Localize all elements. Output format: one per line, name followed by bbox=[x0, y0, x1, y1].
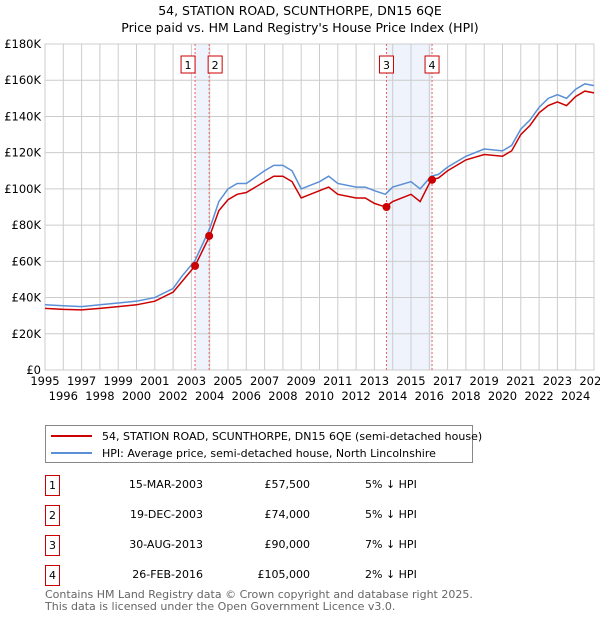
sale-label-box bbox=[180, 55, 196, 74]
x-tick-label: 1996 bbox=[49, 389, 78, 403]
sale-date: 30-AUG-2013 bbox=[129, 538, 203, 551]
y-tick-label: £20K bbox=[12, 327, 42, 341]
sale-number-badge: 3 bbox=[45, 535, 60, 556]
sale-hpi-diff: 2% ↓ HPI bbox=[365, 568, 417, 581]
sale-point bbox=[191, 261, 200, 270]
sale-price: £105,000 bbox=[257, 568, 311, 581]
x-tick-label: 2025 bbox=[579, 374, 600, 388]
sale-label-box bbox=[424, 55, 440, 74]
sale-point bbox=[205, 231, 214, 240]
y-tick-label: £160K bbox=[4, 73, 41, 87]
x-tick-label: 2023 bbox=[543, 374, 572, 388]
footer: Contains HM Land Registry data © Crown c… bbox=[45, 589, 473, 613]
sale-period-shade bbox=[195, 44, 210, 370]
y-tick-label: £0 bbox=[26, 363, 41, 377]
y-tick-label: £120K bbox=[4, 146, 41, 160]
plot-frame bbox=[44, 43, 595, 371]
x-tick-label: 2006 bbox=[232, 389, 261, 403]
sale-row: 3 30-AUG-2013 £90,000 7% ↓ HPI bbox=[45, 535, 545, 557]
sale-price: £90,000 bbox=[264, 538, 311, 551]
x-tick-label: 2015 bbox=[396, 374, 425, 388]
x-tick-label: 2003 bbox=[177, 374, 206, 388]
x-tick-label: 2018 bbox=[451, 389, 480, 403]
sale-date: 15-MAR-2003 bbox=[128, 478, 203, 491]
x-tick-label: 2019 bbox=[470, 374, 499, 388]
sale-row: 4 26-FEB-2016 £105,000 2% ↓ HPI bbox=[45, 565, 545, 587]
y-tick-label: £40K bbox=[12, 291, 42, 305]
x-tick-label: 2009 bbox=[287, 374, 316, 388]
x-tick-label: 2010 bbox=[305, 389, 334, 403]
x-tick-label: 2012 bbox=[341, 389, 370, 403]
y-tick-label: £80K bbox=[12, 218, 42, 232]
sale-price: £57,500 bbox=[264, 478, 311, 491]
x-tick-label: 1995 bbox=[30, 374, 59, 388]
sale-hpi-diff: 5% ↓ HPI bbox=[365, 508, 417, 521]
x-tick-label: 2004 bbox=[195, 389, 224, 403]
x-tick-label: 2000 bbox=[122, 389, 151, 403]
y-tick-label: £140K bbox=[4, 109, 41, 123]
x-tick-label: 2002 bbox=[158, 389, 187, 403]
sale-label: 1 bbox=[185, 59, 192, 72]
sale-label: 4 bbox=[429, 59, 436, 72]
red-line-swatch bbox=[51, 435, 92, 437]
sale-hpi-diff: 7% ↓ HPI bbox=[365, 538, 417, 551]
x-tick-label: 2020 bbox=[488, 389, 517, 403]
chart-plot: £0 £20K £40K £60K £80K £100K £120K £140K £160K £1… bbox=[4, 37, 600, 403]
x-tick-label: 2016 bbox=[415, 389, 444, 403]
sale-number-badge: 4 bbox=[45, 565, 60, 586]
x-tick-label: 2005 bbox=[213, 374, 242, 388]
price-paid-line bbox=[44, 90, 595, 311]
sale-date: 19-DEC-2003 bbox=[129, 508, 203, 521]
x-tick-label: 1999 bbox=[104, 374, 133, 388]
x-tick-label: 2007 bbox=[250, 374, 279, 388]
sale-label-box bbox=[207, 55, 223, 74]
x-tick-label: 2013 bbox=[360, 374, 389, 388]
y-tick-label: £60K bbox=[12, 254, 42, 268]
sale-date: 26-FEB-2016 bbox=[132, 568, 203, 581]
sale-hpi-diff: 5% ↓ HPI bbox=[365, 478, 417, 491]
legend: 54, STATION ROAD, SCUNTHORPE, DN15 6QE (… bbox=[45, 425, 482, 463]
legend-label: HPI: Average price, semi-detached house,… bbox=[102, 446, 436, 460]
sale-label: 2 bbox=[212, 59, 219, 72]
sale-number-badge: 2 bbox=[45, 505, 60, 526]
blue-line-swatch bbox=[51, 452, 92, 454]
chart-title: 54, STATION ROAD, SCUNTHORPE, DN15 6QE bbox=[158, 3, 442, 18]
x-tick-label: 1997 bbox=[67, 374, 96, 388]
sale-point bbox=[382, 203, 391, 211]
hpi-line bbox=[44, 83, 595, 308]
y-tick-label: £180K bbox=[4, 37, 41, 51]
chart-subtitle: Price paid vs. HM Land Registry's House … bbox=[121, 20, 479, 35]
x-tick-label: 2001 bbox=[140, 374, 169, 388]
sale-number-badge: 1 bbox=[45, 475, 60, 496]
footer-licence: This data is licensed under the Open Gov… bbox=[45, 600, 396, 613]
sale-label: 3 bbox=[383, 59, 390, 72]
x-tick-label: 2017 bbox=[433, 374, 462, 388]
sale-row: 1 15-MAR-2003 £57,500 5% ↓ HPI bbox=[45, 475, 545, 497]
x-tick-label: 2022 bbox=[524, 389, 553, 403]
x-tick-label: 2008 bbox=[268, 389, 297, 403]
sale-point bbox=[428, 175, 437, 184]
x-tick-label: 2024 bbox=[561, 389, 590, 403]
sale-label-box bbox=[378, 55, 394, 74]
sale-price: £74,000 bbox=[264, 508, 311, 521]
x-tick-label: 2011 bbox=[323, 374, 352, 388]
legend-label: 54, STATION ROAD, SCUNTHORPE, DN15 6QE (… bbox=[102, 429, 483, 443]
sale-period-shade bbox=[386, 44, 433, 370]
sale-row: 2 19-DEC-2003 £74,000 5% ↓ HPI bbox=[45, 505, 545, 527]
x-tick-label: 1998 bbox=[85, 389, 114, 403]
x-tick-label: 2021 bbox=[506, 374, 535, 388]
legend-item-hpi: HPI: Average price, semi-detached house,… bbox=[46, 445, 436, 461]
y-tick-label: £100K bbox=[4, 182, 41, 196]
footer-copyright: Contains HM Land Registry data © Crown c… bbox=[45, 588, 473, 601]
x-tick-label: 2014 bbox=[378, 389, 407, 403]
legend-item-property: 54, STATION ROAD, SCUNTHORPE, DN15 6QE (… bbox=[46, 428, 482, 444]
